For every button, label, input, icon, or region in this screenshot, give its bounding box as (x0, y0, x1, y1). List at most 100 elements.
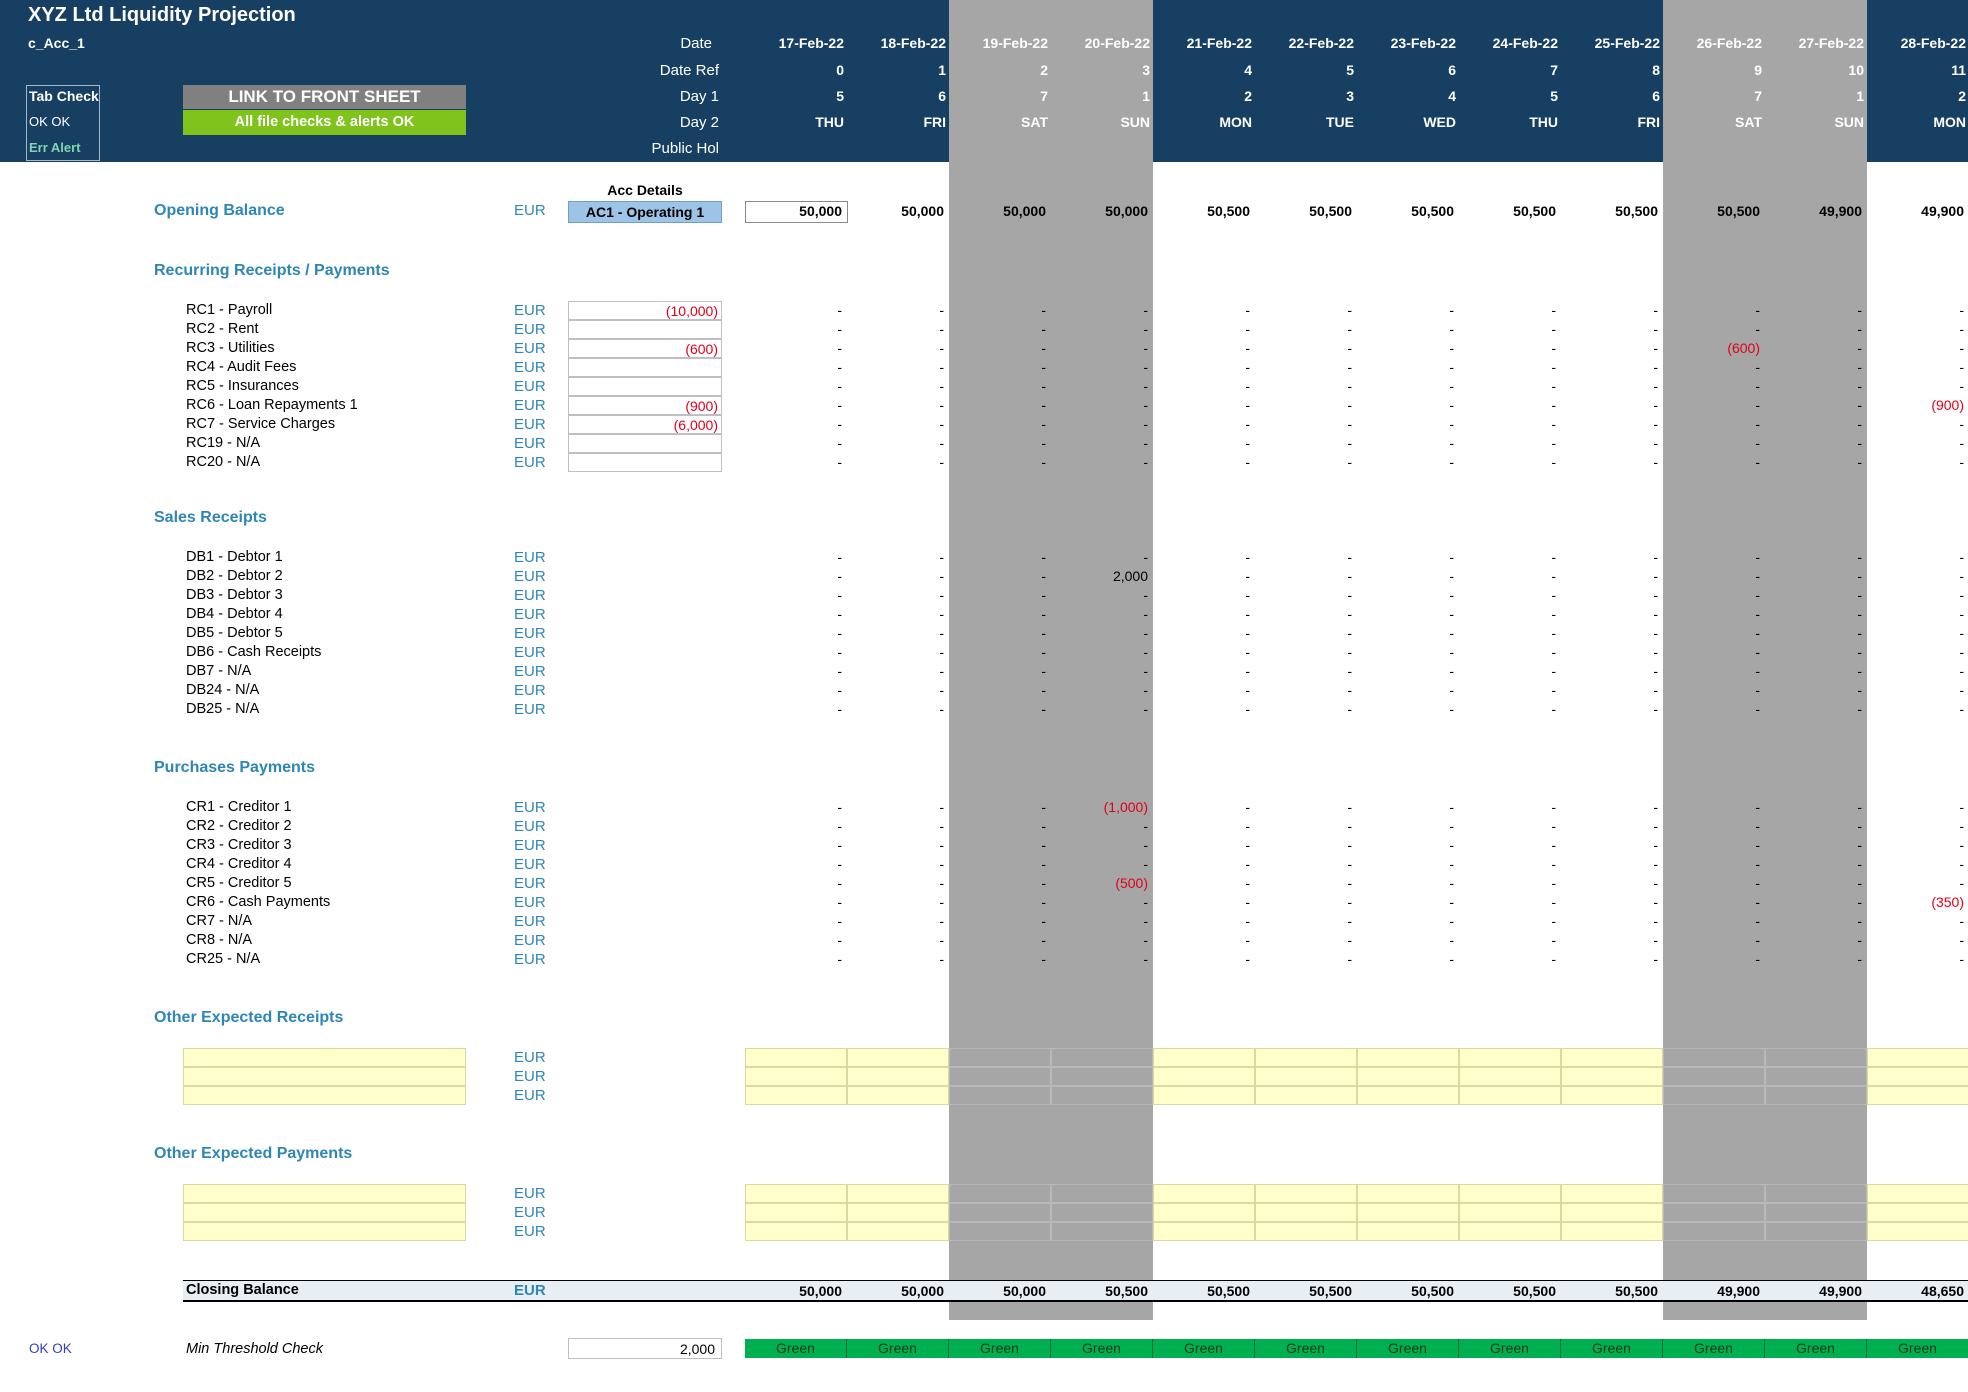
other-payments-amount-input[interactable] (1255, 1222, 1357, 1241)
line-item-cell: - (1653, 894, 1658, 910)
other-receipts-amount-input[interactable] (745, 1067, 847, 1086)
other-receipts-description-input[interactable] (183, 1067, 466, 1086)
other-receipts-amount-input[interactable] (847, 1067, 949, 1086)
other-payments-description-input[interactable] (183, 1203, 466, 1222)
other-receipts-amount-input[interactable] (1255, 1048, 1357, 1067)
other-receipts-amount-input[interactable] (1459, 1048, 1561, 1067)
other-payments-amount-input[interactable] (1765, 1203, 1867, 1222)
other-payments-amount-input[interactable] (1357, 1184, 1459, 1203)
recurring-amount-input[interactable]: (600) (568, 339, 722, 358)
other-payments-amount-input[interactable] (745, 1222, 847, 1241)
recurring-amount-input[interactable] (568, 453, 722, 472)
other-payments-amount-input[interactable] (1357, 1203, 1459, 1222)
line-item-cell: - (837, 913, 842, 929)
other-payments-amount-input[interactable] (1867, 1184, 1968, 1203)
other-payments-amount-input[interactable] (1561, 1222, 1663, 1241)
other-receipts-amount-input[interactable] (949, 1067, 1051, 1086)
other-payments-amount-input[interactable] (1663, 1184, 1765, 1203)
recurring-amount-input[interactable] (568, 358, 722, 377)
other-payments-amount-input[interactable] (1867, 1203, 1968, 1222)
other-payments-amount-input[interactable] (1153, 1203, 1255, 1222)
other-receipts-amount-input[interactable] (1561, 1086, 1663, 1105)
other-receipts-amount-input[interactable] (745, 1086, 847, 1105)
other-receipts-amount-input[interactable] (847, 1086, 949, 1105)
other-payments-amount-input[interactable] (847, 1222, 949, 1241)
threshold-input[interactable]: 2,000 (568, 1338, 722, 1359)
other-receipts-amount-input[interactable] (1153, 1067, 1255, 1086)
other-receipts-amount-input[interactable] (1867, 1048, 1968, 1067)
other-receipts-amount-input[interactable] (1867, 1086, 1968, 1105)
other-receipts-amount-input[interactable] (949, 1086, 1051, 1105)
recurring-amount-input[interactable] (568, 377, 722, 396)
other-receipts-amount-input[interactable] (1561, 1067, 1663, 1086)
other-payments-amount-input[interactable] (949, 1222, 1051, 1241)
other-payments-amount-input[interactable] (1459, 1222, 1561, 1241)
threshold-status: OK OK (29, 1341, 72, 1356)
other-receipts-amount-input[interactable] (1255, 1067, 1357, 1086)
recurring-amount-input[interactable]: (10,000) (568, 301, 722, 320)
other-payments-amount-input[interactable] (1561, 1184, 1663, 1203)
other-payments-amount-input[interactable] (1357, 1222, 1459, 1241)
line-item-cell: - (1347, 416, 1352, 432)
other-receipts-amount-input[interactable] (1561, 1048, 1663, 1067)
recurring-amount-input[interactable]: (6,000) (568, 415, 722, 434)
other-receipts-description-input[interactable] (183, 1086, 466, 1105)
other-receipts-amount-input[interactable] (1459, 1067, 1561, 1086)
other-payments-amount-input[interactable] (1663, 1203, 1765, 1222)
other-payments-amount-input[interactable] (1459, 1203, 1561, 1222)
opening-balance-input[interactable] (745, 201, 848, 223)
other-payments-amount-input[interactable] (1561, 1203, 1663, 1222)
acc-details-select[interactable]: AC1 - Operating 1 (568, 201, 722, 223)
other-payments-amount-input[interactable] (1153, 1184, 1255, 1203)
other-receipts-amount-input[interactable] (1663, 1048, 1765, 1067)
other-receipts-description-input[interactable] (183, 1048, 466, 1067)
other-receipts-amount-input[interactable] (1357, 1048, 1459, 1067)
other-receipts-amount-input[interactable] (1357, 1067, 1459, 1086)
other-payments-amount-input[interactable] (745, 1203, 847, 1222)
other-receipts-amount-input[interactable] (745, 1048, 847, 1067)
other-payments-amount-input[interactable] (847, 1184, 949, 1203)
other-payments-amount-input[interactable] (1459, 1184, 1561, 1203)
other-receipts-amount-input[interactable] (1867, 1067, 1968, 1086)
other-receipts-amount-input[interactable] (1765, 1048, 1867, 1067)
other-payments-amount-input[interactable] (1765, 1184, 1867, 1203)
other-receipts-amount-input[interactable] (949, 1048, 1051, 1067)
line-item-cell: - (1041, 913, 1046, 929)
line-item-currency: EUR (514, 644, 546, 661)
other-payments-amount-input[interactable] (1867, 1222, 1968, 1241)
other-payments-amount-input[interactable] (1255, 1203, 1357, 1222)
other-payments-amount-input[interactable] (1255, 1184, 1357, 1203)
line-item-cell: (350) (1931, 894, 1964, 910)
other-payments-amount-input[interactable] (949, 1184, 1051, 1203)
other-payments-amount-input[interactable] (1051, 1184, 1153, 1203)
other-receipts-amount-input[interactable] (1663, 1067, 1765, 1086)
opening-balance-cell[interactable]: 50,000 (799, 203, 842, 219)
other-payments-amount-input[interactable] (949, 1203, 1051, 1222)
other-payments-amount-input[interactable] (1051, 1203, 1153, 1222)
other-receipts-amount-input[interactable] (1765, 1086, 1867, 1105)
other-receipts-amount-input[interactable] (1357, 1086, 1459, 1105)
recurring-amount-input[interactable] (568, 320, 722, 339)
other-receipts-amount-input[interactable] (1255, 1086, 1357, 1105)
other-receipts-amount-input[interactable] (847, 1048, 949, 1067)
other-payments-description-input[interactable] (183, 1184, 466, 1203)
line-item-cell: - (1959, 625, 1964, 641)
other-payments-description-input[interactable] (183, 1222, 466, 1241)
other-receipts-amount-input[interactable] (1663, 1086, 1765, 1105)
recurring-amount-input[interactable]: (900) (568, 396, 722, 415)
other-receipts-amount-input[interactable] (1765, 1067, 1867, 1086)
other-payments-amount-input[interactable] (1765, 1222, 1867, 1241)
other-receipts-amount-input[interactable] (1051, 1086, 1153, 1105)
other-payments-amount-input[interactable] (847, 1203, 949, 1222)
other-receipts-amount-input[interactable] (1153, 1086, 1255, 1105)
other-payments-amount-input[interactable] (1051, 1222, 1153, 1241)
other-payments-amount-input[interactable] (1153, 1222, 1255, 1241)
other-receipts-amount-input[interactable] (1459, 1086, 1561, 1105)
other-receipts-amount-input[interactable] (1153, 1048, 1255, 1067)
other-receipts-amount-input[interactable] (1051, 1067, 1153, 1086)
link-to-front-sheet-button[interactable]: LINK TO FRONT SHEET (183, 85, 466, 109)
other-payments-amount-input[interactable] (1663, 1222, 1765, 1241)
other-receipts-amount-input[interactable] (1051, 1048, 1153, 1067)
recurring-amount-input[interactable] (568, 434, 722, 453)
other-payments-amount-input[interactable] (745, 1184, 847, 1203)
